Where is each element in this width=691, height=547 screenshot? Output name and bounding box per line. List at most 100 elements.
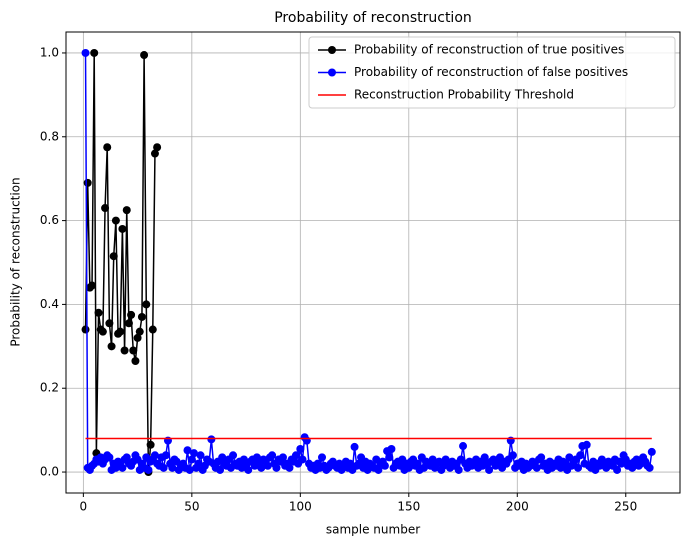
y-tick-label: 0.6 <box>40 213 59 227</box>
data-point <box>88 281 97 290</box>
data-point <box>83 178 92 187</box>
data-point <box>142 300 151 309</box>
data-point <box>98 327 107 336</box>
data-point <box>135 327 144 336</box>
y-tick-label: 0.2 <box>40 381 59 395</box>
data-point <box>109 252 118 261</box>
data-point <box>120 346 129 355</box>
data-point <box>137 312 146 321</box>
legend-label: Probability of reconstruction of true po… <box>354 43 624 57</box>
data-point <box>122 453 131 462</box>
series-line <box>84 52 158 473</box>
data-point <box>229 451 238 460</box>
data-point <box>153 143 162 152</box>
data-point <box>183 446 192 455</box>
data-point <box>380 461 389 470</box>
y-tick-label: 0.8 <box>40 129 59 143</box>
data-point <box>318 453 327 462</box>
legend-marker <box>328 68 336 77</box>
data-point <box>480 453 489 462</box>
data-point <box>454 465 463 474</box>
data-point <box>413 459 422 468</box>
data-point <box>574 463 583 472</box>
y-tick-label: 0.0 <box>40 465 59 479</box>
data-point <box>187 455 196 464</box>
x-tick-label: 200 <box>506 500 529 514</box>
data-point <box>218 453 227 462</box>
data-point <box>272 463 281 472</box>
chart-title: Probability of reconstruction <box>274 10 472 26</box>
data-point <box>278 453 287 462</box>
data-point <box>144 465 153 474</box>
data-point <box>263 461 272 470</box>
axes-frame <box>65 31 681 494</box>
data-point <box>90 48 99 57</box>
data-point <box>131 356 140 365</box>
data-point <box>576 451 585 460</box>
legend-label: Probability of reconstruction of false p… <box>354 65 628 79</box>
data-point <box>565 453 574 462</box>
y-tick-label: 0.4 <box>40 297 59 311</box>
data-point <box>81 48 90 57</box>
data-point <box>561 459 570 468</box>
x-tick-label: 100 <box>289 500 312 514</box>
x-tick-label: 50 <box>184 500 199 514</box>
data-point <box>385 453 394 462</box>
data-point <box>103 143 112 152</box>
data-point <box>628 463 637 472</box>
data-point <box>133 333 142 342</box>
data-point <box>81 325 90 334</box>
x-axis-label: sample number <box>326 523 420 537</box>
data-point <box>161 451 170 460</box>
data-point <box>190 449 199 458</box>
data-point <box>140 51 149 60</box>
data-point <box>244 465 253 474</box>
data-point <box>111 216 120 225</box>
data-point <box>459 442 468 451</box>
data-point <box>613 465 622 474</box>
data-point <box>291 451 300 460</box>
data-point <box>268 451 277 460</box>
data-point <box>185 465 194 474</box>
data-point <box>582 440 591 449</box>
data-point <box>122 206 131 215</box>
data-point <box>296 444 305 453</box>
legend-label: Reconstruction Probability Threshold <box>354 88 574 102</box>
data-point <box>404 463 413 472</box>
x-tick-label: 0 <box>80 500 88 514</box>
data-point <box>485 465 494 474</box>
data-point <box>146 440 155 449</box>
y-tick-label: 1.0 <box>40 45 59 59</box>
data-point <box>374 465 383 474</box>
data-point <box>537 453 546 462</box>
data-point <box>105 319 114 328</box>
data-point <box>94 308 103 317</box>
data-point <box>346 459 355 468</box>
y-axis-label: Probability of reconstruction <box>9 177 23 346</box>
data-point <box>194 459 203 468</box>
legend-marker <box>328 46 336 54</box>
x-tick-label: 150 <box>397 500 420 514</box>
data-point <box>168 463 177 472</box>
grid <box>66 32 680 493</box>
data-point <box>508 451 517 460</box>
data-point <box>127 310 136 319</box>
data-point <box>285 463 294 472</box>
data-point <box>101 204 110 213</box>
data-point <box>107 342 116 351</box>
data-point <box>116 327 125 336</box>
data-point <box>118 463 127 472</box>
data-point <box>252 453 261 462</box>
data-point <box>196 451 205 460</box>
data-point <box>150 149 159 158</box>
data-point <box>159 463 168 472</box>
legend-box <box>308 36 676 109</box>
data-point <box>207 435 216 444</box>
data-point <box>129 346 138 355</box>
data-point <box>150 451 159 460</box>
data-point <box>118 224 127 233</box>
data-point <box>124 319 133 328</box>
data-point <box>257 463 266 472</box>
data-point <box>532 463 541 472</box>
